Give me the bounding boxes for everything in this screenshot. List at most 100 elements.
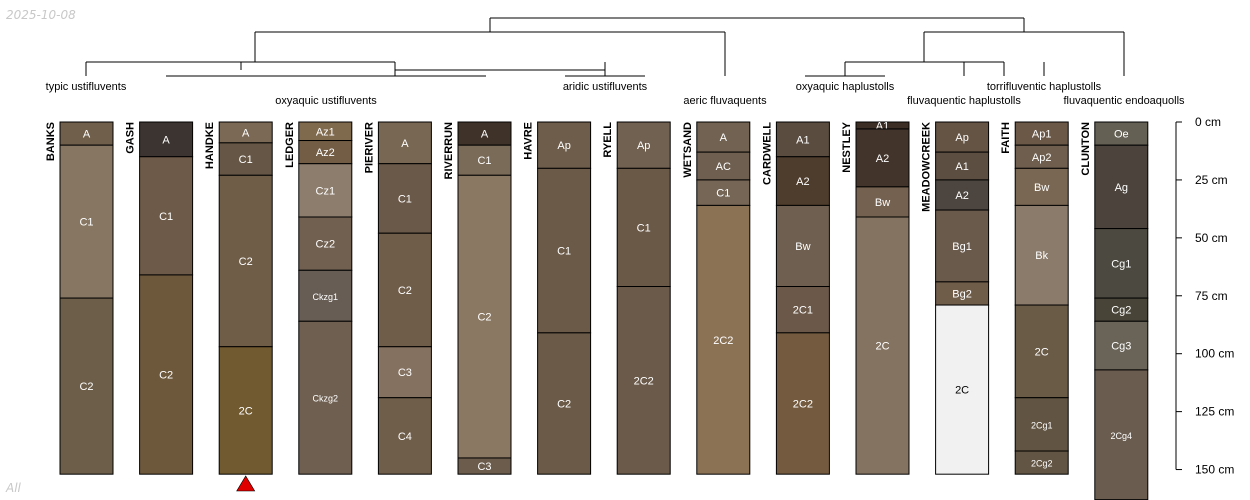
horizon-block xyxy=(616,286,671,475)
depth-axis: 0 cm 25 cm 50 cm 75 cm 100 cm 125 cm 150 cm xyxy=(1175,115,1234,477)
horizon-block xyxy=(935,304,990,475)
horizon-block xyxy=(775,204,830,288)
horizon-label: C1 xyxy=(398,193,412,205)
horizon-block xyxy=(139,121,194,158)
profile-meadowcreek: Ap A1 A2 Bg1 Bg2 2C MEADOWCREEK xyxy=(921,121,990,475)
profile-wetsand: A AC C1 2C2 WETSAND xyxy=(682,121,751,475)
horizon-label: A xyxy=(162,134,170,146)
group-label: fluvaquentic endoaquolls xyxy=(1063,95,1185,107)
horizon-label: A xyxy=(401,138,409,150)
profile-havre: Ap C1 C2 HAVRE xyxy=(523,121,592,475)
horizon-label: Ap2 xyxy=(1032,152,1052,164)
horizon-label: 2C2 xyxy=(634,375,654,387)
horizon-label: Ckzg2 xyxy=(313,394,339,404)
axis-tick-label: 100 cm xyxy=(1195,347,1234,361)
horizon-block xyxy=(298,320,353,475)
horizon-block xyxy=(616,167,671,288)
horizon-label: Bg2 xyxy=(952,288,972,300)
profile-name: GASH xyxy=(125,122,137,154)
horizon-label: C1 xyxy=(557,246,571,258)
horizon-block xyxy=(696,121,751,153)
horizon-block xyxy=(298,269,353,322)
horizon-label: Ckzg1 xyxy=(313,292,339,302)
horizon-label: 2C xyxy=(239,405,253,417)
horizon-label: Cz2 xyxy=(316,239,336,251)
horizon-label: A1 xyxy=(955,161,968,173)
horizon-label: 2C xyxy=(875,341,889,353)
horizon-label: Bw xyxy=(795,241,810,253)
horizon-label: C1 xyxy=(239,154,253,166)
horizon-label: Bk xyxy=(1035,250,1048,262)
horizon-label: C2 xyxy=(239,256,253,268)
horizon-block xyxy=(935,179,990,211)
horizon-block xyxy=(855,186,910,218)
horizon-label: C2 xyxy=(159,370,173,382)
group-label: torrifluventic haplustolls xyxy=(987,81,1102,93)
axis-tick-label: 50 cm xyxy=(1195,231,1228,245)
group-label: oxyaquic ustifluvents xyxy=(275,95,377,107)
horizon-label: C1 xyxy=(637,222,651,234)
profile-name: HANDKE xyxy=(204,122,216,169)
horizon-label: A xyxy=(242,127,250,139)
profile-name: HAVRE xyxy=(523,122,535,160)
horizon-label: C2 xyxy=(398,285,412,297)
group-label: aeric fluvaquents xyxy=(683,95,767,107)
horizon-label: 2C xyxy=(955,385,969,397)
horizon-block xyxy=(218,142,273,176)
axis-tick-label: 25 cm xyxy=(1195,173,1228,187)
horizon-block xyxy=(696,204,751,475)
horizon-label: 2Cg1 xyxy=(1031,420,1053,430)
horizon-block xyxy=(775,286,830,334)
horizon-block xyxy=(139,156,194,276)
soil-profiles: A C1 C2 BANKS A C1 C2 GASH A C1 C2 2C HANDKE Az1 Az2 Cz… xyxy=(45,120,1149,500)
horizon-label: 2C2 xyxy=(793,399,813,411)
group-label: oxyaquic haplustolls xyxy=(796,81,895,93)
horizon-block xyxy=(1094,228,1149,299)
horizon-label: C3 xyxy=(398,367,412,379)
horizon-block xyxy=(377,346,432,399)
horizon-block xyxy=(218,174,273,348)
horizon-block xyxy=(1094,320,1149,371)
group-label: fluvaquentic haplustolls xyxy=(907,95,1021,107)
horizon-block xyxy=(59,297,114,475)
horizon-label: Cz1 xyxy=(316,185,336,197)
profile-pieriver: A C1 C2 C3 C4 PIERIVER xyxy=(363,121,432,475)
horizon-label: C1 xyxy=(159,211,173,223)
profile-clunton: Oe Ag Cg1 Cg2 Cg3 2Cg4 CLUNTON xyxy=(1080,121,1149,500)
horizon-label: 2C xyxy=(1035,346,1049,358)
axis-tick-label: 75 cm xyxy=(1195,289,1228,303)
horizon-label: 2C1 xyxy=(793,305,813,317)
profile-ledger: Az1 Az2 Cz1 Cz2 Ckzg1 Ckzg2 LEDGER xyxy=(284,121,353,475)
horizon-label: Ap xyxy=(557,140,570,152)
profile-ryell: Ap C1 2C2 RYELL xyxy=(602,121,671,475)
profile-name: CLUNTON xyxy=(1080,122,1092,176)
horizon-block xyxy=(775,332,830,475)
horizon-block xyxy=(935,209,990,283)
horizon-label: C1 xyxy=(79,217,93,229)
profile-riverrun: A C1 C2 C3 RIVERRUN xyxy=(443,121,512,475)
group-label: typic ustifluvents xyxy=(46,81,127,93)
horizon-label: C2 xyxy=(477,312,491,324)
profile-cardwell: A1 A2 Bw 2C1 2C2 CARDWELL xyxy=(761,121,830,475)
corner-label: All xyxy=(6,481,21,495)
profile-handke: A C1 C2 2C HANDKE xyxy=(204,121,273,475)
horizon-label: C2 xyxy=(557,399,571,411)
horizon-label: C1 xyxy=(716,188,730,200)
profile-name: PIERIVER xyxy=(363,122,375,173)
horizon-label: Az2 xyxy=(316,147,335,159)
horizon-label: C4 xyxy=(398,431,412,443)
profile-gash: A C1 C2 GASH xyxy=(125,121,194,475)
dendrogram xyxy=(85,17,1125,77)
date-stamp: 2025-10-08 xyxy=(6,8,76,22)
profile-name: BANKS xyxy=(45,122,57,161)
taxonomic-group-labels: typic ustifluvents oxyaquic ustifluvents a… xyxy=(46,81,1185,107)
horizon-block xyxy=(1014,450,1069,475)
horizon-block xyxy=(855,216,910,475)
profile-name: FAITH xyxy=(1000,122,1012,154)
axis-tick-label: 150 cm xyxy=(1195,463,1234,477)
horizon-label: A xyxy=(83,129,91,141)
horizon-block xyxy=(218,346,273,475)
horizon-label: A1 xyxy=(796,134,809,146)
horizon-block xyxy=(935,151,990,181)
